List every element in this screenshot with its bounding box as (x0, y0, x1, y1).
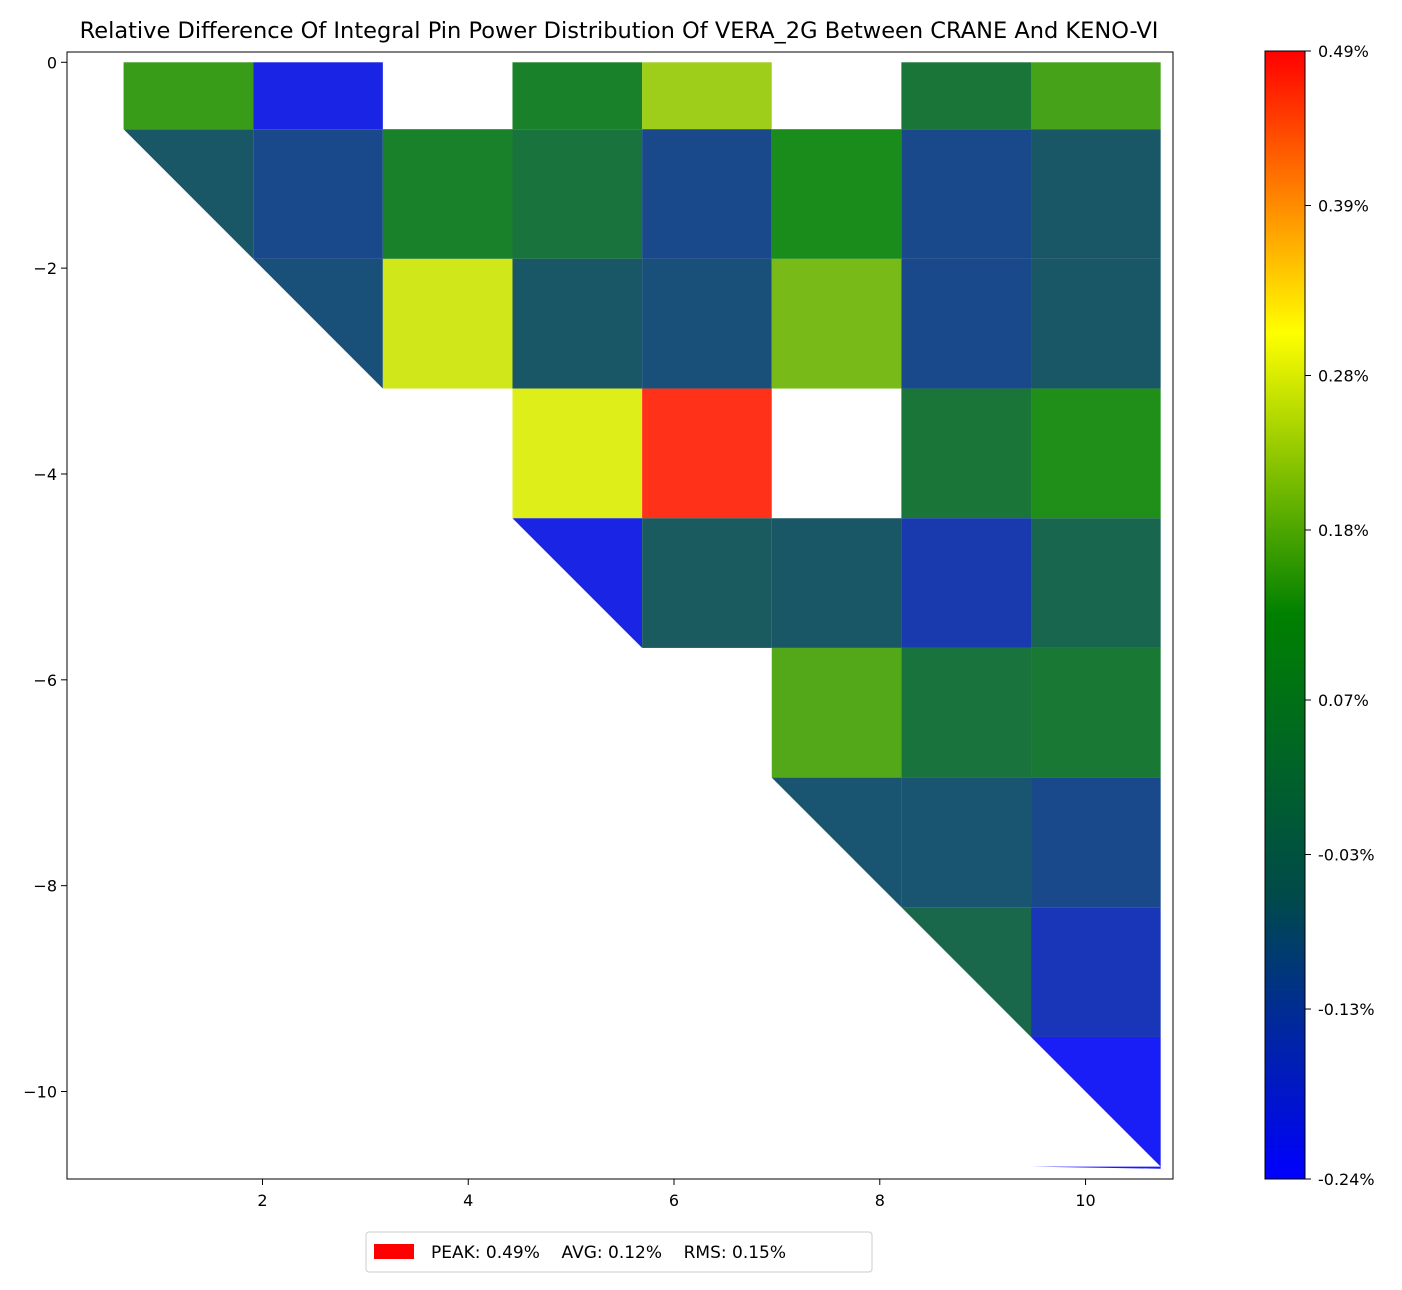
heatmap-cell-r2-c2 (382, 258, 513, 389)
heatmap-cell-r0-c0 (123, 62, 254, 130)
heatmap-cell-r0-c7 (1031, 62, 1161, 130)
heatmap-cell-r1-c3 (512, 129, 643, 259)
heatmap-cell-r4-c7 (1031, 518, 1161, 648)
heatmap-cell-r4-c5 (771, 518, 902, 648)
heatmap-cell-r1-c4 (642, 129, 772, 259)
heatmap-cell-r0-c6 (901, 62, 1032, 130)
heatmap-cell-r1-c2 (382, 129, 513, 259)
heatmap-cell-r3-c3 (512, 388, 643, 519)
heatmap-cell-r1-c5 (771, 129, 902, 259)
heatmap-cell-r0-c4 (642, 62, 772, 130)
heatmap-cell-r2-c3 (512, 258, 643, 389)
cells-layer (123, 62, 1161, 1169)
heatmap-cell-r4-c3 (512, 518, 643, 648)
heatmap-cell-r0-c3 (512, 62, 643, 130)
legend-swatch (374, 1244, 414, 1259)
heatmap-cell-r3-c6 (901, 388, 1032, 519)
colorbar-tick-label: 0.39% (1318, 197, 1369, 216)
heatmap-cell-r4-c6 (901, 518, 1032, 648)
x-axis: 2 4 6 8 10 (257, 1179, 1096, 1210)
heatmap-cell-r1-c7 (1031, 129, 1161, 259)
x-tick-label: 10 (1075, 1191, 1095, 1210)
heatmap-cell-r0-c1 (253, 62, 383, 130)
legend-label: PEAK: 0.49% AVG: 0.12% RMS: 0.15% (431, 1243, 786, 1263)
x-tick-label: 6 (669, 1191, 679, 1210)
heatmap-cell-r4-c4 (642, 518, 772, 648)
heatmap-cell-r3-c4 (642, 388, 772, 519)
heatmap-cell-r1-c0 (123, 129, 254, 259)
heatmap-cell-r2-c4 (642, 258, 772, 389)
colorbar-tick-label: 0.49% (1318, 42, 1369, 61)
heatmap-cell-r5-c5 (771, 647, 902, 778)
x-tick-label: 4 (463, 1191, 473, 1210)
colorbar-tick-label: -0.03% (1318, 846, 1375, 865)
heatmap-cell-r2-c1 (253, 258, 383, 389)
heatmap-cell-r1-c6 (901, 129, 1032, 259)
x-tick-label: 8 (875, 1191, 885, 1210)
colorbar-tick-label: 0.28% (1318, 366, 1369, 385)
colorbar (1264, 50, 1306, 1180)
colorbar-tick-label: 0.07% (1318, 691, 1369, 710)
legend: PEAK: 0.49% AVG: 0.12% RMS: 0.15% (365, 1231, 873, 1273)
heatmap-cell-r6-c5 (771, 777, 902, 908)
heatmap-cell-r8-c7 (1031, 1036, 1161, 1167)
colorbar-tick-label: -0.13% (1318, 1000, 1375, 1019)
heatmap-cell-r6-c7 (1031, 777, 1161, 908)
y-tick-label: 0 (47, 53, 57, 72)
colorbar-tick-label: 0.18% (1318, 521, 1369, 540)
heatmap-cell-r5-c7 (1031, 647, 1161, 778)
chart-title: Relative Difference Of Integral Pin Powe… (80, 18, 1159, 44)
heatmap-cell-r9-c7 (1031, 1166, 1161, 1169)
heatmap-cell-r3-c7 (1031, 388, 1161, 519)
heatmap-cell-r5-c6 (901, 647, 1032, 778)
heatmap-cell-r7-c7 (1031, 907, 1161, 1037)
heatmap-cell-r6-c6 (901, 777, 1032, 908)
heatmap-cell-r2-c5 (771, 258, 902, 389)
y-axis: 0 −2 −4 −6 −8 −10 (23, 53, 67, 1102)
y-tick-label: −8 (33, 877, 57, 896)
y-tick-label: −2 (33, 259, 57, 278)
x-tick-label: 2 (257, 1191, 267, 1210)
colorbar-tick-label: -0.24% (1318, 1170, 1375, 1189)
y-tick-label: −10 (23, 1083, 57, 1102)
heatmap-cell-r2-c7 (1031, 258, 1161, 389)
y-tick-label: −4 (33, 465, 57, 484)
plot-frame (66, 51, 1174, 1180)
heatmap-cell-r1-c1 (253, 129, 383, 259)
heatmap-cell-r7-c6 (901, 907, 1032, 1037)
colorbar-ticks: 0.49% 0.39% 0.28% 0.18% 0.07% -0.03% -0.13% -0.… (1305, 42, 1375, 1189)
legend-box (365, 1231, 873, 1273)
y-tick-label: −6 (33, 671, 57, 690)
heatmap-cell-r2-c6 (901, 258, 1032, 389)
